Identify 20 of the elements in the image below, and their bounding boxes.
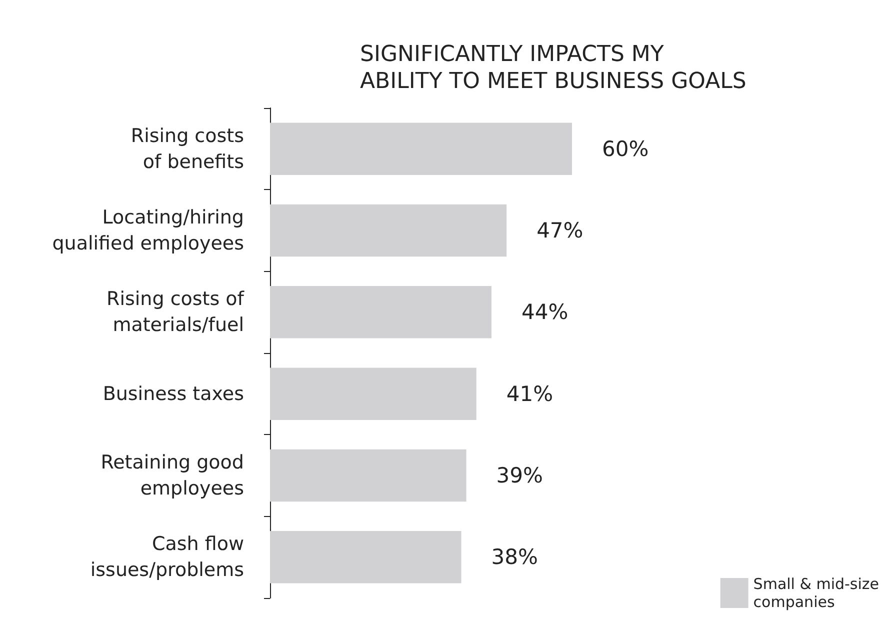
- data-label: 60%: [602, 136, 649, 161]
- bar: [270, 368, 476, 420]
- data-label: 44%: [521, 300, 568, 324]
- data-label: 38%: [491, 545, 538, 570]
- data-label: 47%: [536, 218, 584, 242]
- legend-label: Small & mid-size companies: [753, 575, 880, 611]
- y-tick-label: Retaining good employees: [100, 452, 244, 500]
- y-tick-label: Locating/hiring qualified employees: [52, 206, 244, 254]
- bar: [270, 531, 462, 584]
- y-tick-label: Rising costs of benefits: [130, 124, 244, 173]
- chart-title: SIGNIFICANTLY IMPACTS MY ABILITY TO MEET BUSINESS GOALS: [360, 42, 746, 94]
- y-tick-label: Cash flow issues/problems: [90, 533, 244, 582]
- data-label: 41%: [506, 382, 554, 406]
- y-tick-label: Rising costs of materials/fuel: [106, 288, 246, 336]
- bar: [270, 204, 507, 257]
- bar: [270, 122, 572, 175]
- data-label: 39%: [496, 464, 543, 488]
- bar: [270, 286, 492, 338]
- y-tick-label: Business taxes: [102, 382, 244, 405]
- bar: [270, 449, 466, 502]
